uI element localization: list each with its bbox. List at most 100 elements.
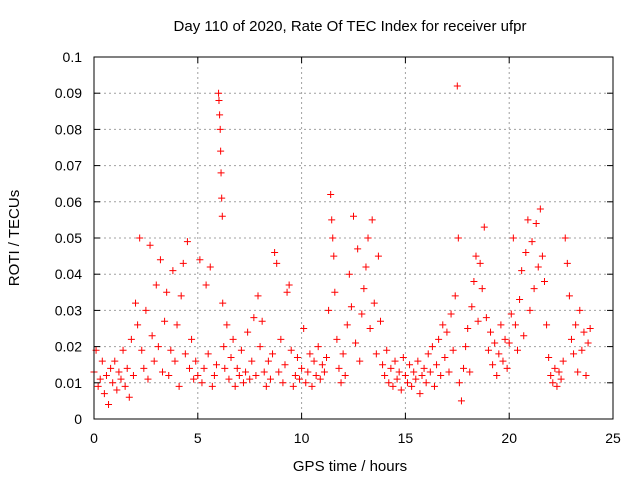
data-point <box>165 372 173 380</box>
data-point <box>218 212 226 220</box>
data-point <box>146 241 154 249</box>
data-point <box>192 357 200 365</box>
data-point <box>260 368 268 376</box>
data-point <box>343 321 351 329</box>
data-point <box>576 306 584 314</box>
data-point <box>102 372 110 380</box>
y-tick-label: 0.01 <box>55 375 82 391</box>
data-point <box>254 292 262 300</box>
data-point <box>545 353 553 361</box>
data-point <box>526 306 534 314</box>
data-point <box>574 368 582 376</box>
data-point <box>416 390 424 398</box>
data-point <box>397 386 405 394</box>
data-point <box>127 335 135 343</box>
data-point <box>516 296 524 304</box>
data-point <box>412 375 420 383</box>
data-point <box>454 234 462 242</box>
data-point <box>121 382 129 390</box>
data-point <box>271 248 279 256</box>
x-axis-label: GPS time / hours <box>293 458 407 475</box>
data-point <box>393 375 401 383</box>
data-point <box>339 350 347 358</box>
data-point <box>462 343 470 351</box>
data-point <box>428 343 436 351</box>
data-point <box>111 357 119 365</box>
data-point <box>395 368 403 376</box>
data-point <box>551 364 559 372</box>
data-point <box>582 372 590 380</box>
data-point <box>408 382 416 390</box>
data-point <box>536 205 544 213</box>
data-point <box>565 292 573 300</box>
data-point <box>229 335 237 343</box>
data-point <box>354 245 362 253</box>
data-point <box>374 252 382 260</box>
data-point <box>549 379 557 387</box>
y-tick-label: 0.07 <box>55 158 82 174</box>
x-tick-label: 20 <box>501 430 517 446</box>
data-point <box>159 368 167 376</box>
y-tick-label: 0.1 <box>63 49 83 65</box>
data-point <box>200 364 208 372</box>
data-point <box>161 317 169 325</box>
data-point <box>266 375 274 383</box>
data-point <box>173 321 181 329</box>
data-point <box>379 361 387 369</box>
data-point <box>179 259 187 267</box>
data-point <box>293 353 301 361</box>
data-point <box>472 252 480 260</box>
data-point <box>426 368 434 376</box>
data-point <box>198 379 206 387</box>
data-point <box>538 252 546 260</box>
data-point <box>335 364 343 372</box>
data-point <box>457 397 465 405</box>
data-point <box>109 379 117 387</box>
data-points <box>90 82 594 409</box>
data-point <box>252 372 260 380</box>
data-point <box>100 390 108 398</box>
data-point <box>418 372 426 380</box>
x-tick-label: 25 <box>605 430 621 446</box>
data-point <box>493 372 501 380</box>
data-point <box>119 346 127 354</box>
data-point <box>105 401 113 409</box>
y-tick-label: 0.02 <box>55 339 82 355</box>
axis-ticks <box>93 56 614 420</box>
data-point <box>453 82 461 90</box>
data-point <box>445 368 453 376</box>
data-point <box>468 303 476 311</box>
data-point <box>148 332 156 340</box>
data-point <box>202 281 210 289</box>
data-point <box>362 263 370 271</box>
data-point <box>547 372 555 380</box>
data-point <box>304 368 312 376</box>
data-point <box>140 364 148 372</box>
data-point <box>188 335 196 343</box>
data-point <box>113 386 121 394</box>
data-point <box>242 368 250 376</box>
data-point <box>570 350 578 358</box>
data-point <box>312 372 320 380</box>
data-point <box>283 288 291 296</box>
data-point <box>134 321 142 329</box>
data-point <box>447 310 455 318</box>
data-point <box>503 364 511 372</box>
data-point <box>310 357 318 365</box>
data-point <box>543 321 551 329</box>
data-point <box>557 375 565 383</box>
data-point <box>225 375 233 383</box>
data-point <box>318 361 326 369</box>
data-point <box>420 364 428 372</box>
data-point <box>169 267 177 275</box>
data-point <box>132 299 140 307</box>
data-point <box>403 379 411 387</box>
data-point <box>480 223 488 231</box>
data-point <box>487 328 495 336</box>
data-point <box>350 212 357 220</box>
data-point <box>275 368 283 376</box>
data-point <box>561 234 569 242</box>
data-point <box>217 147 225 155</box>
data-point <box>360 285 368 293</box>
y-axis-label: ROTI / TECUs <box>6 190 23 286</box>
